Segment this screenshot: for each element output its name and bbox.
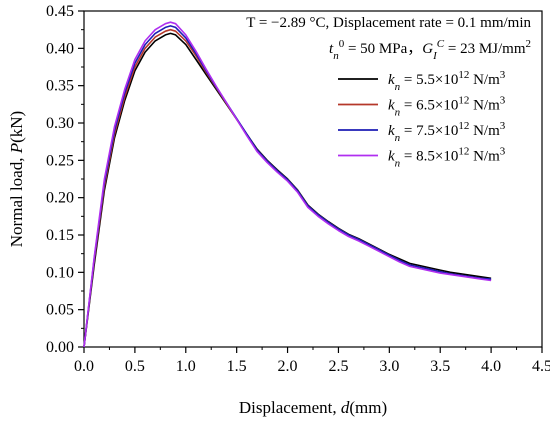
y-tick-label: 0.35 [46,78,74,95]
y-tick-label: 0.25 [46,152,74,169]
legend-label: kn = 8.5×1012 N/m3 [388,146,506,170]
x-tick-label: 3.5 [430,358,450,375]
y-tick-label: 0.05 [46,302,74,319]
y-tick-label: 0.15 [46,227,74,244]
series-line-4 [83,21,492,348]
x-tick-label: 0.5 [125,358,145,375]
annotation-line1: T = −2.89 °C, Displacement rate = 0.1 mm… [246,15,531,31]
y-tick-label: 0.10 [46,264,74,281]
x-tick-label: 4.0 [481,358,501,375]
x-tick-label: 4.5 [532,358,550,375]
y-axis-title: Normal load, P(kN) [7,111,26,247]
x-axis-title: Displacement, d(mm) [239,398,387,417]
series-line-3 [83,25,492,348]
annotation-line2: tn0 = 50 MPa，GIC = 23 MJ/mm2 [329,38,531,62]
x-tick-label: 1.5 [227,358,247,375]
y-tick-label: 0.20 [46,190,74,207]
x-tick-label: 1.0 [176,358,196,375]
y-tick-label: 0.40 [46,40,74,57]
x-tick-label: 2.0 [278,358,298,375]
plot-area [83,10,543,348]
y-tick-label: 0.00 [46,339,74,356]
series-layer [83,21,492,348]
x-tick-label: 3.0 [379,358,399,375]
y-axis-ticks: 0.00 0.05 0.10 0.15 0.20 0.25 0.30 0.35 0.40 0.45 [46,3,84,356]
legend-label: kn = 6.5×1012 N/m3 [388,95,506,119]
x-tick-label: 0.0 [74,358,94,375]
y-tick-label: 0.30 [46,115,74,132]
legend-label: kn = 7.5×1012 N/m3 [388,120,506,144]
x-axis-ticks: 0.0 0.5 1.0 1.5 2.0 2.5 3.0 3.5 4.0 4.5 [74,347,550,375]
x-tick-label: 2.5 [328,358,348,375]
y-tick-label: 0.45 [46,3,74,20]
legend-label: kn = 5.5×1012 N/m3 [388,69,506,93]
